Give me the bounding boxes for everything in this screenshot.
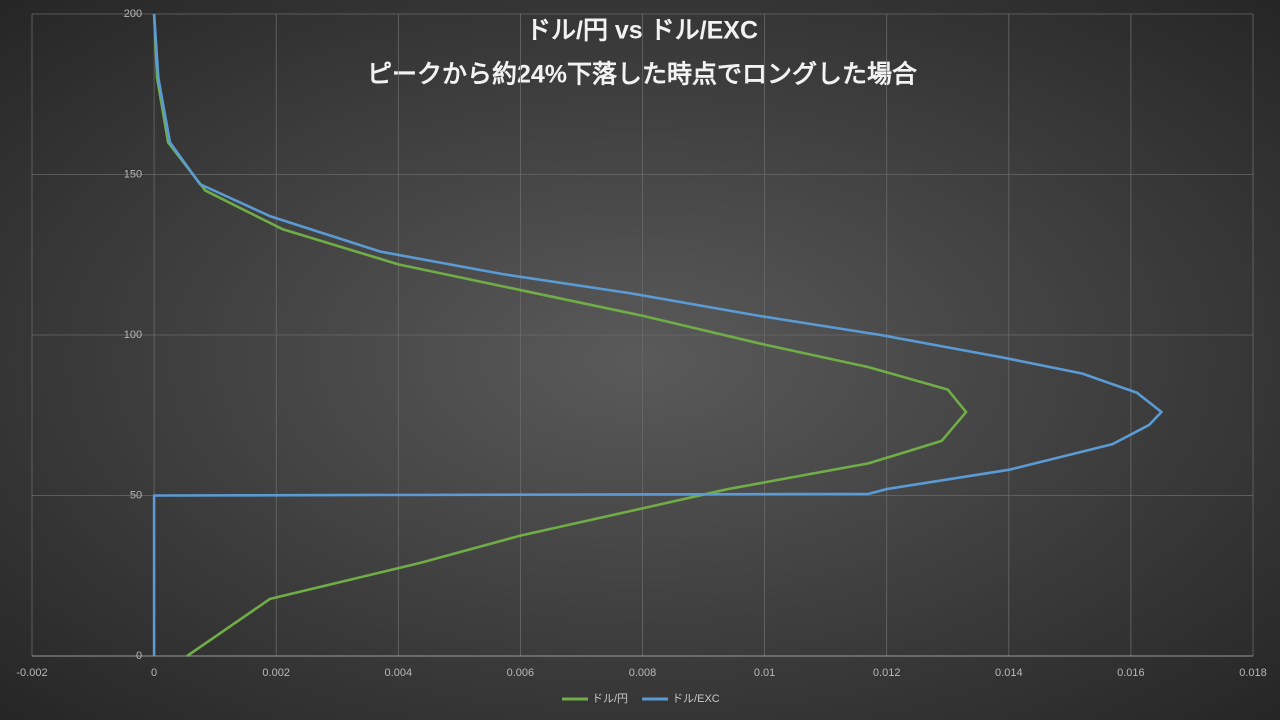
y-tick-label: 50 (130, 489, 142, 501)
x-tick-label: 0.004 (385, 667, 413, 679)
x-tick-label: 0.014 (995, 667, 1023, 679)
x-tick-label: 0.012 (873, 667, 901, 679)
x-tick-label: 0 (151, 667, 157, 679)
x-tick-label: 0.018 (1239, 667, 1267, 679)
x-tick-label: 0.01 (754, 667, 775, 679)
x-tick-label: 0.016 (1117, 667, 1145, 679)
y-tick-label: 100 (124, 329, 142, 341)
series-line (152, 13, 1163, 656)
y-tick-label: 150 (124, 168, 142, 180)
x-tick-label: -0.002 (16, 667, 47, 679)
y-tick-label: 200 (124, 8, 142, 20)
x-tick-label: 0.006 (507, 667, 535, 679)
legend-label: ドル/円 (592, 693, 628, 705)
x-tick-label: 0.002 (262, 667, 290, 679)
x-tick-label: 0.008 (629, 667, 657, 679)
series-line (152, 13, 968, 658)
chart-title: ドル/円 vs ドル/EXC (526, 17, 758, 45)
legend-label: ドル/EXC (672, 693, 720, 705)
